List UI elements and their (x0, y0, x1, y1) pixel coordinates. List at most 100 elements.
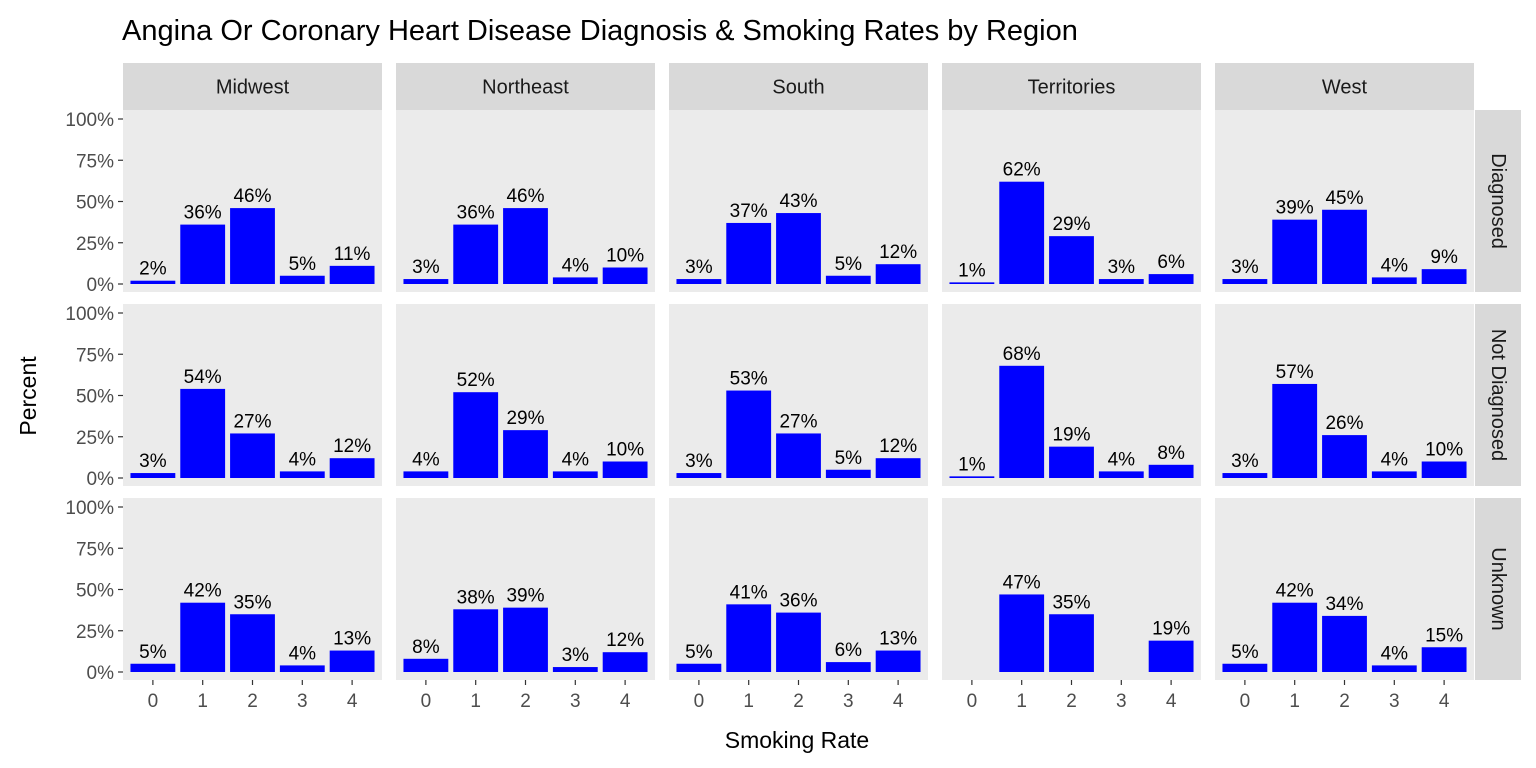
bar-label-not-diagnosed-territories-3: 4% (1108, 449, 1136, 470)
bar-label-not-diagnosed-west-1: 57% (1276, 362, 1314, 383)
bar-diagnosed-northeast-4 (602, 267, 648, 284)
chart-title: Angina Or Coronary Heart Disease Diagnos… (122, 15, 1078, 47)
x-tick-label: 4 (620, 691, 631, 712)
bar-not-diagnosed-midwest-0 (130, 473, 176, 478)
bar-not-diagnosed-territories-4 (1148, 464, 1194, 478)
bar-diagnosed-midwest-1 (180, 224, 226, 284)
bar-not-diagnosed-territories-0 (949, 476, 995, 478)
bar-label-diagnosed-south-3: 5% (835, 254, 863, 275)
y-tick-label: 100% (65, 498, 114, 519)
bar-label-not-diagnosed-territories-0: 1% (958, 454, 986, 475)
x-tick-label: 4 (1439, 691, 1450, 712)
bar-label-diagnosed-west-0: 3% (1231, 257, 1259, 278)
bar-diagnosed-west-0 (1222, 279, 1268, 284)
bar-label-diagnosed-northeast-3: 4% (562, 255, 590, 276)
x-axis-title: Smoking Rate (725, 727, 869, 753)
y-tick-label: 50% (76, 193, 114, 214)
x-tick-label: 2 (247, 691, 258, 712)
bar-label-diagnosed-territories-0: 1% (958, 260, 986, 281)
y-tick-label: 0% (87, 663, 115, 684)
bar-not-diagnosed-northeast-4 (602, 461, 648, 478)
bar-label-unknown-midwest-1: 42% (184, 581, 222, 602)
y-axis-title: Percent (15, 356, 41, 436)
bar-unknown-territories-1 (999, 594, 1045, 672)
x-tick-label: 3 (1116, 691, 1127, 712)
x-tick-label: 2 (1066, 691, 1077, 712)
strip-label-unknown: Unknown (1487, 547, 1509, 630)
bar-not-diagnosed-west-0 (1222, 473, 1268, 478)
x-tick-label: 3 (570, 691, 581, 712)
bar-unknown-midwest-2 (230, 614, 275, 672)
bar-label-not-diagnosed-midwest-2: 27% (233, 411, 271, 432)
x-tick-label: 1 (1289, 691, 1300, 712)
bar-label-unknown-south-2: 36% (779, 591, 817, 612)
strip-label-west: West (1322, 77, 1368, 99)
bar-label-diagnosed-northeast-0: 3% (412, 257, 440, 278)
bar-not-diagnosed-territories-3 (1098, 471, 1144, 478)
y-tick-label: 100% (65, 304, 114, 325)
bar-not-diagnosed-midwest-4 (329, 458, 375, 478)
strip-territories (942, 63, 1201, 110)
bar-diagnosed-south-0 (676, 279, 722, 284)
bar-label-unknown-south-0: 5% (685, 642, 713, 663)
y-tick-label: 0% (87, 469, 115, 490)
bar-diagnosed-midwest-2 (230, 208, 275, 284)
bar-unknown-northeast-0 (403, 658, 449, 672)
bar-unknown-territories-4 (1148, 640, 1194, 672)
strip-south (669, 63, 928, 110)
bar-unknown-northeast-3 (552, 667, 598, 672)
bar-not-diagnosed-midwest-2 (230, 433, 275, 478)
bar-label-diagnosed-territories-3: 3% (1108, 257, 1136, 278)
bar-not-diagnosed-northeast-1 (453, 392, 499, 478)
x-tick-label: 0 (694, 691, 705, 712)
bar-not-diagnosed-midwest-1 (180, 388, 226, 478)
y-tick-label: 25% (76, 428, 114, 449)
bar-label-diagnosed-south-0: 3% (685, 257, 713, 278)
bar-unknown-south-2 (776, 612, 821, 672)
strip-west (1215, 63, 1474, 110)
bar-label-unknown-northeast-2: 39% (506, 586, 544, 607)
y-tick-label: 75% (76, 539, 114, 560)
bar-label-not-diagnosed-northeast-4: 10% (606, 440, 644, 461)
bar-diagnosed-territories-2 (1049, 236, 1094, 284)
bar-label-unknown-northeast-1: 38% (457, 587, 495, 608)
bar-not-diagnosed-south-2 (776, 433, 821, 478)
y-tick-label: 25% (76, 622, 114, 643)
bar-label-unknown-midwest-0: 5% (139, 642, 167, 663)
bar-label-unknown-west-4: 15% (1425, 625, 1463, 646)
panels-layer: Midwest Northeast South Territories West Diag… (65, 63, 1521, 712)
bar-label-diagnosed-midwest-2: 46% (233, 186, 271, 207)
bar-unknown-midwest-3 (279, 665, 325, 672)
y-tick-label: 50% (76, 581, 114, 602)
x-tick-label: 4 (1166, 691, 1177, 712)
x-tick-label: 0 (148, 691, 159, 712)
bar-unknown-west-1 (1272, 602, 1318, 672)
strip-label-northeast: Northeast (482, 77, 569, 99)
bar-diagnosed-territories-3 (1098, 279, 1144, 284)
bar-diagnosed-south-3 (825, 275, 871, 284)
bar-label-diagnosed-west-1: 39% (1276, 198, 1314, 219)
bar-diagnosed-south-2 (776, 213, 821, 284)
x-tick-label: 3 (843, 691, 854, 712)
bar-unknown-territories-2 (1049, 614, 1094, 672)
bar-unknown-south-4 (875, 650, 921, 672)
bar-label-diagnosed-northeast-2: 46% (506, 186, 544, 207)
bar-label-not-diagnosed-south-4: 12% (879, 436, 917, 457)
strip-unknown (1475, 498, 1521, 680)
strip-label-diagnosed: Diagnosed (1487, 153, 1509, 249)
strip-northeast (396, 63, 655, 110)
bar-diagnosed-northeast-0 (403, 279, 449, 284)
bar-label-not-diagnosed-northeast-2: 29% (506, 408, 544, 429)
bar-label-unknown-northeast-4: 12% (606, 630, 644, 651)
bar-label-not-diagnosed-south-3: 5% (835, 448, 863, 469)
x-tick-label: 1 (197, 691, 208, 712)
bar-unknown-northeast-2 (503, 607, 548, 672)
bar-label-diagnosed-midwest-3: 5% (289, 254, 317, 275)
bar-label-unknown-northeast-3: 3% (562, 645, 590, 666)
bar-label-diagnosed-midwest-0: 2% (139, 259, 167, 280)
bar-unknown-northeast-1 (453, 609, 499, 672)
bar-diagnosed-west-2 (1322, 209, 1367, 284)
bar-label-diagnosed-south-2: 43% (779, 191, 817, 212)
y-tick-label: 0% (87, 275, 115, 296)
bar-diagnosed-territories-0 (949, 282, 995, 284)
